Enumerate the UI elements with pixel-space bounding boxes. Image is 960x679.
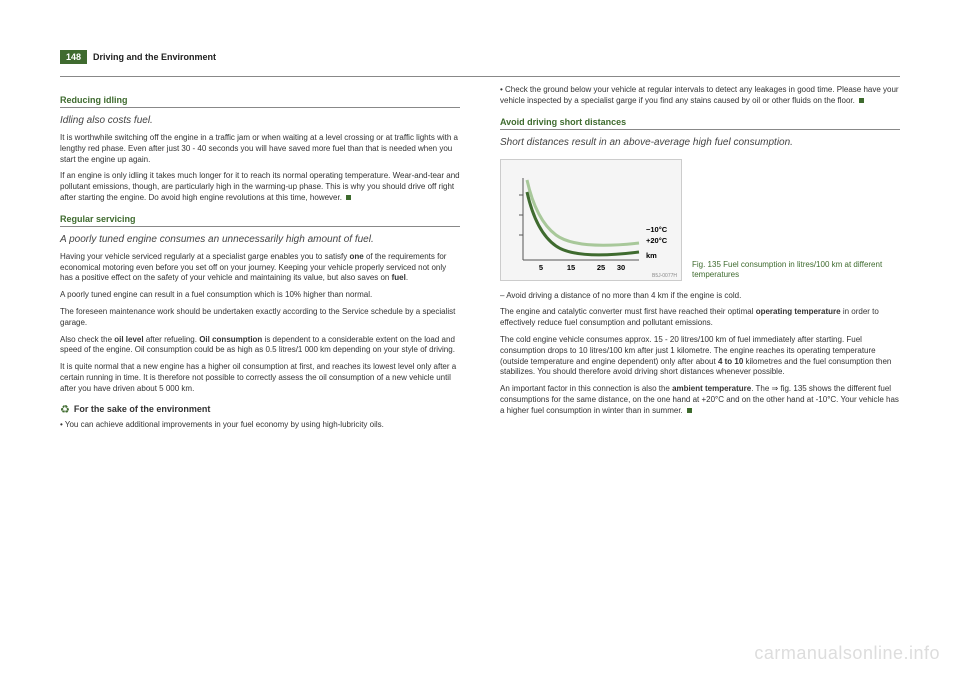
subtitle-servicing: A poorly tuned engine consumes an unnece…: [60, 233, 460, 246]
chart-svg: 5 15 25 30 −10°C +20°C km B5J-0077H: [501, 160, 681, 280]
text-idling-2: If an engine is only idling it takes muc…: [60, 171, 460, 203]
svg-text:+20°C: +20°C: [646, 236, 668, 245]
chart-caption: Fig. 135 Fuel consumption in litres/100 …: [692, 260, 900, 281]
text-servicing-4: Also check the oil level after refueling…: [60, 335, 460, 357]
environment-header: ♻ For the sake of the environment: [60, 403, 460, 416]
section-title-avoid-short: Avoid driving short distances: [500, 117, 900, 130]
svg-text:25: 25: [597, 263, 605, 272]
text-right-p1: The engine and catalytic converter must …: [500, 307, 900, 329]
text-idling-1: It is worthwhile switching off the engin…: [60, 133, 460, 165]
text-servicing-1: Having your vehicle serviced regularly a…: [60, 252, 460, 284]
text-env-bullet1: • You can achieve additional improvement…: [60, 420, 460, 431]
text-servicing-2: A poorly tuned engine can result in a fu…: [60, 290, 460, 301]
page-number-badge: 148: [60, 50, 87, 64]
text-servicing-5: It is quite normal that a new engine has…: [60, 362, 460, 394]
watermark: carmanualsonline.info: [754, 643, 940, 664]
page-content: 148 Driving and the Environment Reducing…: [0, 0, 960, 436]
end-mark-icon: [687, 408, 692, 413]
svg-text:−10°C: −10°C: [646, 225, 668, 234]
text-right-p3: An important factor in this connection i…: [500, 384, 900, 416]
header-title: Driving and the Environment: [93, 52, 216, 62]
subtitle-idling: Idling also costs fuel.: [60, 114, 460, 127]
left-column: Reducing idling Idling also costs fuel. …: [60, 85, 460, 436]
svg-text:km: km: [646, 251, 657, 260]
section-title-reducing-idling: Reducing idling: [60, 95, 460, 108]
text-right-p2: The cold engine vehicle consumes approx.…: [500, 335, 900, 378]
section-title-regular-servicing: Regular servicing: [60, 214, 460, 227]
header-rule: [60, 76, 900, 77]
subtitle-short-distances: Short distances result in an above-avera…: [500, 136, 900, 149]
text-right-top-bullet: • Check the ground below your vehicle at…: [500, 85, 900, 107]
columns: Reducing idling Idling also costs fuel. …: [60, 85, 900, 436]
recycle-icon: ♻: [60, 403, 70, 416]
svg-text:5: 5: [539, 263, 543, 272]
svg-text:B5J-0077H: B5J-0077H: [652, 273, 677, 279]
fuel-consumption-chart: l/100km 5: [500, 159, 682, 281]
chart-row: l/100km 5: [500, 159, 900, 281]
svg-text:30: 30: [617, 263, 625, 272]
text-servicing-3: The foreseen maintenance work should be …: [60, 307, 460, 329]
text-avoid-bullet: – Avoid driving a distance of no more th…: [500, 291, 900, 302]
page-header: 148 Driving and the Environment: [60, 50, 900, 64]
svg-text:15: 15: [567, 263, 575, 272]
end-mark-icon: [346, 195, 351, 200]
environment-label: For the sake of the environment: [74, 404, 211, 414]
end-mark-icon: [859, 98, 864, 103]
right-column: • Check the ground below your vehicle at…: [500, 85, 900, 436]
